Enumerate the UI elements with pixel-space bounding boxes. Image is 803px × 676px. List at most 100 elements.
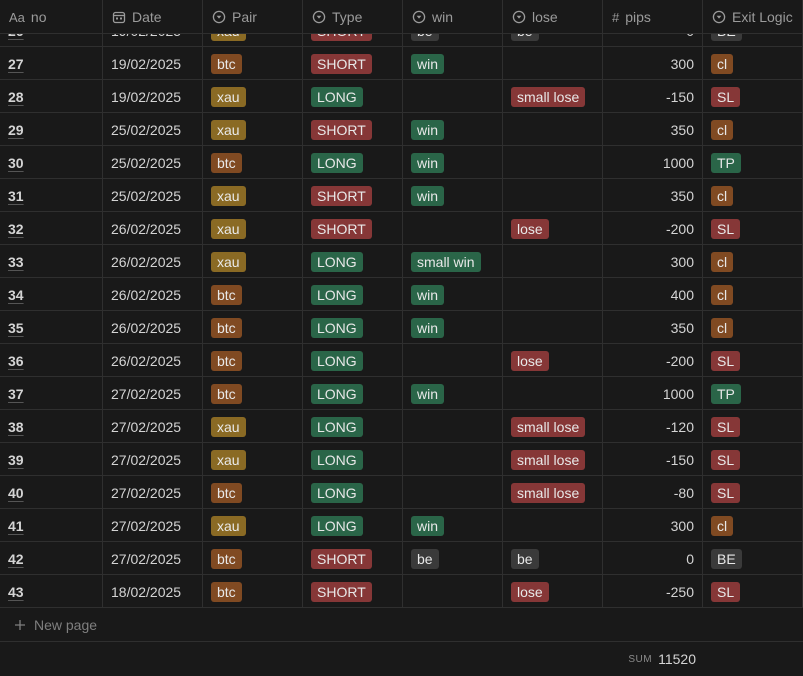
new-page-row[interactable]: New page: [0, 609, 803, 642]
table-row[interactable]: 26 19/02/2025 xau SHORT be be 0 BE: [0, 34, 803, 47]
tag: small lose: [511, 482, 586, 503]
table-row[interactable]: 31 25/02/2025 xau SHORT win 350 cl: [0, 179, 803, 212]
cell: cl: [703, 47, 803, 80]
table-row[interactable]: 29 25/02/2025 xau SHORT win 350 cl: [0, 113, 803, 146]
tag: btc: [211, 383, 242, 404]
table-row[interactable]: 30 25/02/2025 btc LONG win 1000 TP: [0, 146, 803, 179]
cell: win: [403, 179, 503, 212]
table-row[interactable]: 34 26/02/2025 btc LONG win 400 cl: [0, 278, 803, 311]
tag: SHORT: [311, 53, 372, 74]
cell: [503, 311, 603, 344]
tag: LONG: [311, 383, 363, 404]
cell: small lose: [503, 410, 603, 443]
cell: -120: [603, 410, 703, 443]
table-header: Aa no Date Pair Type win lose # pips Exit Logic: [0, 0, 803, 34]
column-header[interactable]: Pair: [203, 0, 303, 34]
table-row[interactable]: 36 26/02/2025 btc LONG lose -200 SL: [0, 344, 803, 377]
cell-text: 0: [686, 34, 694, 39]
tag: btc: [211, 581, 242, 602]
column-header[interactable]: Date: [103, 0, 203, 34]
cell: LONG: [303, 509, 403, 542]
tag: win: [411, 185, 445, 206]
tag: xau: [211, 185, 246, 206]
tag: cl: [711, 53, 734, 74]
cell-text: 27/02/2025: [111, 550, 182, 567]
tag: small lose: [511, 449, 586, 470]
cell: xau: [203, 179, 303, 212]
cell-text: -250: [665, 583, 694, 600]
table-row[interactable]: 38 27/02/2025 xau LONG small lose -120 SL: [0, 410, 803, 443]
cell: 26/02/2025: [103, 245, 203, 278]
tag: LONG: [311, 482, 363, 503]
cell: lose: [503, 344, 603, 377]
cell: 28: [0, 80, 103, 113]
cell: small lose: [503, 80, 603, 113]
cell: -250: [603, 575, 703, 608]
cell: 1000: [603, 377, 703, 410]
table-row[interactable]: 40 27/02/2025 btc LONG small lose -80 SL: [0, 476, 803, 509]
row-title: 26: [8, 34, 24, 39]
cell-text: 27/02/2025: [111, 418, 182, 435]
tag: lose: [511, 581, 549, 602]
cell-text: 19/02/2025: [111, 88, 182, 105]
cell: 27/02/2025: [103, 377, 203, 410]
cell: 300: [603, 245, 703, 278]
table-row[interactable]: 41 27/02/2025 xau LONG win 300 cl: [0, 509, 803, 542]
row-title: 32: [8, 220, 24, 237]
tag: LONG: [311, 350, 363, 371]
tag: SL: [711, 218, 741, 239]
cell: 33: [0, 245, 103, 278]
cell: lose: [503, 575, 603, 608]
tag: cl: [711, 119, 734, 140]
tag: lose: [511, 218, 549, 239]
column-name: Type: [332, 9, 363, 25]
cell: -200: [603, 212, 703, 245]
table-row[interactable]: 32 26/02/2025 xau SHORT lose -200 SL: [0, 212, 803, 245]
table-row[interactable]: 37 27/02/2025 btc LONG win 1000 TP: [0, 377, 803, 410]
column-header[interactable]: Aa no: [0, 0, 103, 34]
column-header[interactable]: Type: [303, 0, 403, 34]
cell: xau: [203, 245, 303, 278]
table-row[interactable]: 42 27/02/2025 btc SHORT be be 0 BE: [0, 542, 803, 575]
cell: 32: [0, 212, 103, 245]
cell: 0: [603, 34, 703, 47]
tag: LONG: [311, 251, 363, 272]
column-name: win: [432, 9, 454, 25]
column-name: Date: [132, 9, 162, 25]
cell: 37: [0, 377, 103, 410]
tag: SHORT: [311, 218, 372, 239]
column-header[interactable]: # pips: [603, 0, 703, 34]
cell-text: 1000: [662, 154, 694, 171]
cell: cl: [703, 311, 803, 344]
cell: 26: [0, 34, 103, 47]
table-row[interactable]: 39 27/02/2025 xau LONG small lose -150 SL: [0, 443, 803, 476]
cell: be: [503, 542, 603, 575]
tag: cl: [711, 515, 734, 536]
cell: xau: [203, 509, 303, 542]
cell: 26/02/2025: [103, 311, 203, 344]
cell: -150: [603, 443, 703, 476]
column-header[interactable]: lose: [503, 0, 603, 34]
new-page-label[interactable]: New page: [34, 617, 98, 633]
cell: [403, 80, 503, 113]
column-name: no: [30, 9, 47, 25]
column-name: pips: [625, 9, 651, 25]
footer: SUM 11520: [0, 642, 803, 676]
column-header[interactable]: win: [403, 0, 503, 34]
table-row[interactable]: 33 26/02/2025 xau LONG small win 300 cl: [0, 245, 803, 278]
cell: 29: [0, 113, 103, 146]
table-row[interactable]: 28 19/02/2025 xau LONG small lose -150 SL: [0, 80, 803, 113]
cell-text: 27/02/2025: [111, 484, 182, 501]
cell: btc: [203, 344, 303, 377]
cell: 19/02/2025: [103, 80, 203, 113]
column-name: Pair: [232, 9, 257, 25]
table-row[interactable]: 43 18/02/2025 btc SHORT lose -250 SL: [0, 575, 803, 608]
table-row[interactable]: 35 26/02/2025 btc LONG win 350 cl: [0, 311, 803, 344]
table-row[interactable]: 27 19/02/2025 btc SHORT win 300 cl: [0, 47, 803, 80]
cell: SL: [703, 212, 803, 245]
cell: LONG: [303, 344, 403, 377]
cell: 27/02/2025: [103, 476, 203, 509]
tag: win: [411, 515, 445, 536]
column-header[interactable]: Exit Logic: [703, 0, 803, 34]
tag: xau: [211, 251, 246, 272]
